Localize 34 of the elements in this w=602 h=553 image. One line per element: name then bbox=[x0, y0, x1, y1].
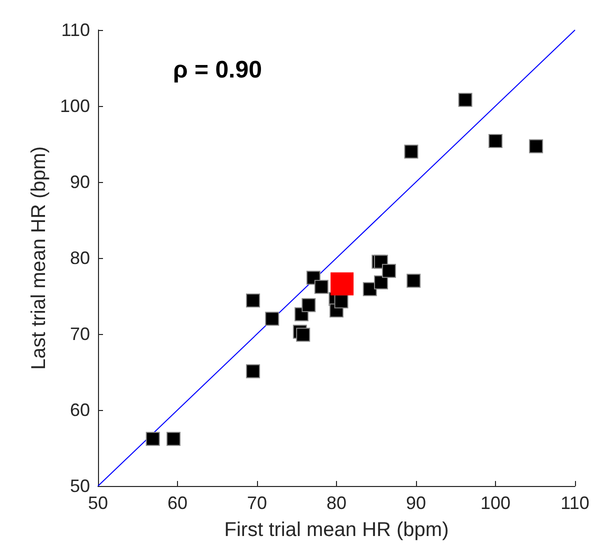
y-tick-label: 100 bbox=[60, 96, 90, 116]
point bbox=[382, 264, 396, 278]
point bbox=[334, 294, 348, 308]
point bbox=[404, 144, 418, 159]
point bbox=[146, 432, 160, 446]
y-tick-label: 70 bbox=[70, 324, 90, 344]
point bbox=[265, 312, 280, 326]
x-tick-label: 80 bbox=[326, 493, 347, 513]
point bbox=[302, 298, 316, 312]
x-axis-title: First trial mean HR (bpm) bbox=[224, 519, 449, 541]
point bbox=[529, 139, 544, 154]
point bbox=[166, 432, 181, 446]
x-tick-label: 60 bbox=[167, 493, 188, 513]
point bbox=[246, 364, 260, 378]
point bbox=[488, 134, 502, 148]
point bbox=[246, 294, 260, 308]
x-tick-label: 100 bbox=[480, 493, 511, 513]
y-tick-label: 50 bbox=[70, 476, 90, 496]
point bbox=[374, 275, 388, 290]
y-tick-label: 60 bbox=[70, 400, 90, 420]
point bbox=[406, 274, 421, 288]
x-tick-label: 50 bbox=[88, 493, 108, 513]
x-tick-label: 70 bbox=[246, 493, 268, 513]
x-tick-label: 90 bbox=[406, 493, 426, 513]
annotation: ρ = 0.90 bbox=[173, 56, 262, 84]
y-axis-title: Last trial mean HR (bpm) bbox=[28, 146, 50, 370]
point bbox=[458, 92, 472, 107]
point bbox=[314, 280, 328, 294]
point bbox=[296, 328, 310, 342]
point bbox=[330, 272, 354, 296]
x-tick-label: 110 bbox=[560, 493, 590, 513]
y-tick-label: 90 bbox=[70, 172, 90, 192]
y-tick-label: 80 bbox=[70, 248, 90, 268]
y-tick-label: 110 bbox=[61, 20, 90, 40]
